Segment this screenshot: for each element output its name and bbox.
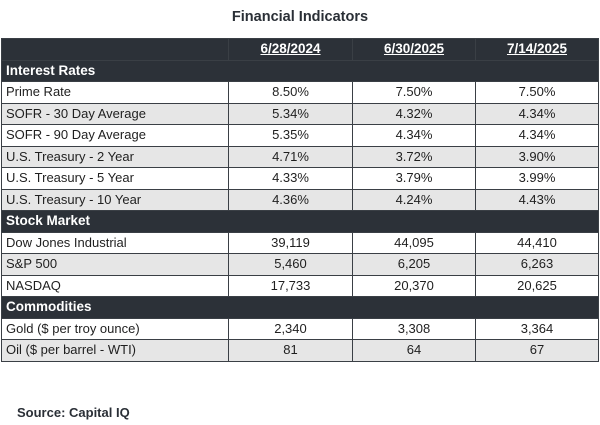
- row-value: 4.34%: [475, 102, 599, 125]
- table-row: U.S. Treasury - 2 Year 4.71% 3.72% 3.90%: [1, 145, 599, 168]
- row-label: NASDAQ: [1, 274, 229, 297]
- row-label: Oil ($ per barrel - WTI): [1, 339, 229, 362]
- section-row: Stock Market: [1, 210, 599, 233]
- row-value: 81: [228, 339, 353, 362]
- row-label: Gold ($ per troy ounce): [1, 317, 229, 340]
- row-value: 3,308: [352, 317, 476, 340]
- row-value: 4.33%: [228, 167, 353, 190]
- row-value: 44,410: [475, 231, 599, 254]
- row-value: 3.90%: [475, 145, 599, 168]
- financial-indicators-table: 6/28/2024 6/30/2025 7/14/2025 Interest R…: [1, 38, 599, 362]
- table-title: Financial Indicators: [231, 9, 369, 25]
- row-value: 4.34%: [352, 124, 476, 147]
- header-date-2: 6/30/2025: [352, 38, 476, 61]
- row-value: 4.36%: [228, 188, 353, 211]
- row-value: 4.71%: [228, 145, 353, 168]
- section-heading: Interest Rates: [1, 59, 599, 82]
- section-row: Interest Rates: [1, 59, 599, 82]
- row-value: 64: [352, 339, 476, 362]
- row-value: 3.72%: [352, 145, 476, 168]
- row-label: U.S. Treasury - 5 Year: [1, 167, 229, 190]
- row-value: 20,625: [475, 274, 599, 297]
- table-body: Interest Rates Prime Rate 8.50% 7.50% 7.50% S…: [1, 59, 599, 362]
- table-row: Oil ($ per barrel - WTI) 81 64 67: [1, 339, 599, 362]
- row-value: 4.24%: [352, 188, 476, 211]
- row-value: 8.50%: [228, 81, 353, 104]
- section-row: Commodities: [1, 296, 599, 319]
- row-value: 7.50%: [475, 81, 599, 104]
- row-value: 2,340: [228, 317, 353, 340]
- table-row: Dow Jones Industrial 39,119 44,095 44,410: [1, 231, 599, 254]
- table-row: S&P 500 5,460 6,205 6,263: [1, 253, 599, 276]
- row-label: SOFR - 30 Day Average: [1, 102, 229, 125]
- row-value: 4.34%: [475, 124, 599, 147]
- row-value: 20,370: [352, 274, 476, 297]
- row-label: S&P 500: [1, 253, 229, 276]
- header-date-3-label: 7/14/2025: [506, 41, 568, 57]
- header-row: 6/28/2024 6/30/2025 7/14/2025: [1, 38, 599, 61]
- table-row: NASDAQ 17,733 20,370 20,625: [1, 274, 599, 297]
- row-label: U.S. Treasury - 10 Year: [1, 188, 229, 211]
- row-label: Prime Rate: [1, 81, 229, 104]
- row-label: SOFR - 90 Day Average: [1, 124, 229, 147]
- table-row: Gold ($ per troy ounce) 2,340 3,308 3,364: [1, 317, 599, 340]
- row-value: 7.50%: [352, 81, 476, 104]
- header-date-1-label: 6/28/2024: [260, 41, 321, 57]
- row-label: Dow Jones Industrial: [1, 231, 229, 254]
- row-value: 5,460: [228, 253, 353, 276]
- source-note: Source: Capital IQ: [17, 405, 130, 420]
- row-value: 4.43%: [475, 188, 599, 211]
- row-value: 44,095: [352, 231, 476, 254]
- header-date-2-label: 6/30/2025: [383, 41, 445, 57]
- row-value: 3.79%: [352, 167, 476, 190]
- row-value: 67: [475, 339, 599, 362]
- row-value: 3,364: [475, 317, 599, 340]
- row-value: 5.35%: [228, 124, 353, 147]
- header-date-3: 7/14/2025: [475, 38, 599, 61]
- row-value: 5.34%: [228, 102, 353, 125]
- row-value: 4.32%: [352, 102, 476, 125]
- header-blank: [1, 38, 229, 61]
- table-row: SOFR - 30 Day Average 5.34% 4.32% 4.34%: [1, 102, 599, 125]
- row-value: 17,733: [228, 274, 353, 297]
- section-heading: Commodities: [1, 296, 599, 319]
- section-heading: Stock Market: [1, 210, 599, 233]
- table-row: SOFR - 90 Day Average 5.35% 4.34% 4.34%: [1, 124, 599, 147]
- row-value: 3.99%: [475, 167, 599, 190]
- table-row: Prime Rate 8.50% 7.50% 7.50%: [1, 81, 599, 104]
- row-label: U.S. Treasury - 2 Year: [1, 145, 229, 168]
- table-row: U.S. Treasury - 5 Year 4.33% 3.79% 3.99%: [1, 167, 599, 190]
- row-value: 39,119: [228, 231, 353, 254]
- row-value: 6,263: [475, 253, 599, 276]
- table-row: U.S. Treasury - 10 Year 4.36% 4.24% 4.43%: [1, 188, 599, 211]
- header-date-1: 6/28/2024: [228, 38, 353, 61]
- row-value: 6,205: [352, 253, 476, 276]
